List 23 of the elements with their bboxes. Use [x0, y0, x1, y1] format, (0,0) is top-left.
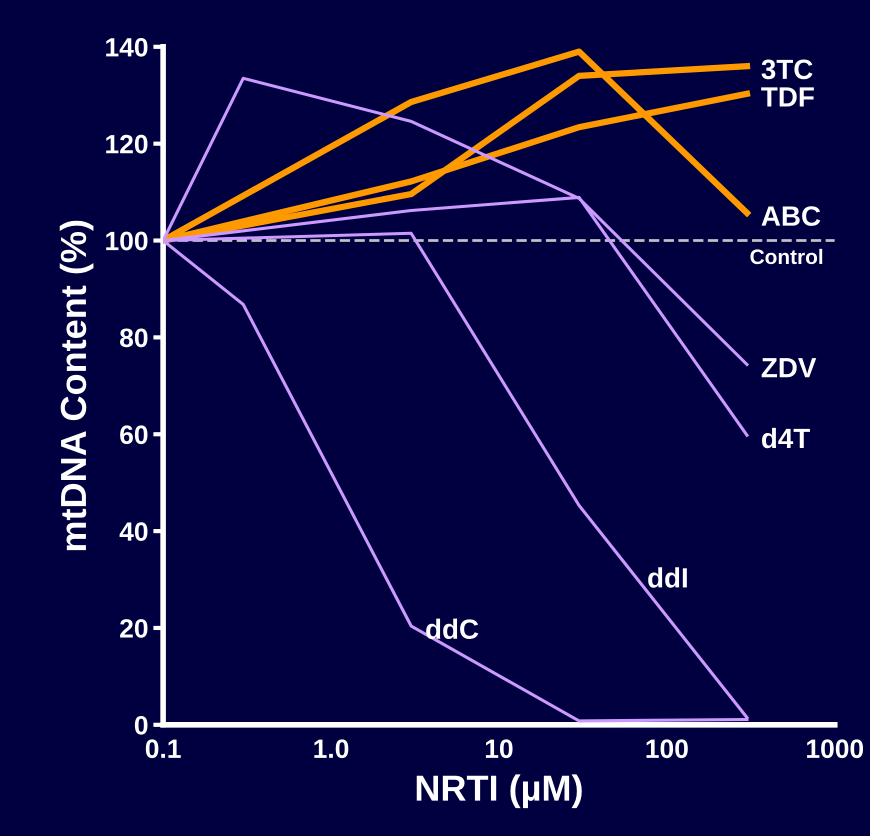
x-tick-label: 1000 — [807, 739, 864, 758]
annotation: 3TC — [761, 60, 813, 80]
annotation: ZDV — [762, 358, 816, 378]
x-tick-label: 0.1 — [146, 739, 181, 758]
ref-line-label: Control — [750, 248, 822, 264]
x-tick-label: 1.0 — [314, 739, 348, 758]
y-axis-title: mtDNA Content (%) — [60, 220, 94, 550]
y-tick-label: 60 — [120, 425, 148, 444]
annotation: ABC — [762, 206, 820, 226]
annotation: ddC — [426, 618, 478, 640]
y-tick-label: 80 — [120, 328, 148, 348]
annotation: d4T — [762, 428, 810, 448]
y-tick-label: 100 — [106, 232, 148, 250]
y-tick-label: 140 — [106, 38, 148, 57]
annotation: ddI — [648, 567, 687, 588]
y-tick-label: 120 — [106, 134, 148, 154]
x-tick-label: 10 — [486, 739, 513, 758]
x-axis-title: NRTI (µM) — [416, 774, 582, 808]
annotation: TDF — [761, 87, 814, 107]
y-tick-label: 0 — [134, 716, 148, 735]
y-tick-label: 40 — [120, 522, 148, 541]
x-tick-label: 100 — [646, 739, 688, 758]
y-tick-label: 20 — [120, 619, 148, 638]
